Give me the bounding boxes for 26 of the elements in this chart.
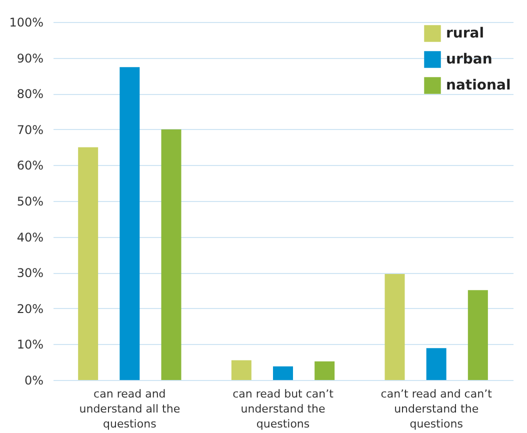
y-tick-label: 20% xyxy=(16,302,44,316)
bar xyxy=(120,67,140,380)
x-tick-label: can’t read and can’t understand the questions xyxy=(380,388,493,430)
y-tick-label: 40% xyxy=(16,230,44,244)
y-tick-label: 80% xyxy=(16,87,44,102)
bar xyxy=(426,348,446,380)
y-tick-label: 90% xyxy=(16,51,44,66)
legend-label: rural xyxy=(446,26,484,42)
y-tick-label: 70% xyxy=(16,122,44,137)
bar xyxy=(468,290,488,380)
y-tick-label: 100% xyxy=(9,16,44,30)
legend-label: national xyxy=(446,78,511,94)
bar xyxy=(273,366,293,380)
bar xyxy=(231,360,252,380)
y-tick-label: 30% xyxy=(16,266,44,280)
y-tick-label: 60% xyxy=(16,158,44,173)
bar xyxy=(314,361,335,380)
bar xyxy=(384,274,405,380)
legend-label: urban xyxy=(446,52,492,68)
x-tick-label: can read and understand all the questions xyxy=(79,388,180,430)
bar xyxy=(78,147,98,380)
y-tick-label: 50% xyxy=(16,194,44,208)
y-tick-label: 10% xyxy=(16,338,44,352)
x-tick-label: can read but can’t understand the questions xyxy=(232,388,334,430)
y-tick-label: 0% xyxy=(24,374,44,388)
bar xyxy=(161,129,182,380)
